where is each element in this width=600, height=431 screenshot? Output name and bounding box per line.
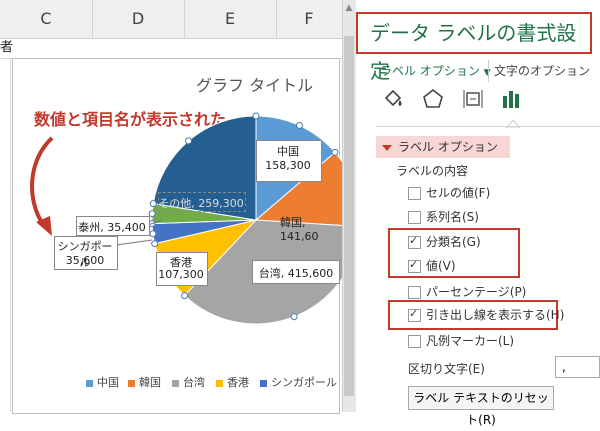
data-label-value: 107,300 [158, 268, 204, 281]
content-heading: ラベルの内容 [396, 164, 469, 178]
column-header-c[interactable]: C [0, 0, 93, 38]
legend-label: 香港 [227, 376, 249, 389]
data-label-value: 35,400 [107, 221, 146, 234]
selection-handle[interactable] [181, 292, 189, 300]
column-header-bar: C D E F [0, 0, 342, 39]
selection-handle[interactable] [184, 137, 192, 145]
legend-item[interactable]: シンガポール [260, 374, 337, 390]
data-label-value: 141,60 [280, 230, 319, 243]
selection-handle[interactable] [252, 112, 260, 120]
data-label-name: 韓国 [280, 216, 302, 229]
data-label-name: 泰州 [78, 221, 101, 234]
scroll-up-icon[interactable]: ▲ [345, 3, 353, 13]
legend-item[interactable]: 中国 [86, 374, 119, 390]
fill-line-icon[interactable] [380, 86, 406, 112]
option-label[interactable]: セルの値(F) [426, 186, 491, 200]
option-label[interactable]: 系列名(S) [426, 210, 479, 224]
data-label-box[interactable] [54, 236, 118, 270]
data-label-box[interactable] [76, 216, 150, 236]
legend-label: 韓国 [139, 376, 161, 389]
legend-label: 台湾 [183, 376, 205, 389]
legend-item[interactable]: 香港 [216, 374, 249, 390]
data-label-taizhou: 泰州, 35,400 [78, 221, 146, 234]
annotation-arrow [30, 136, 54, 228]
tab-label-options[interactable]: ラベル オプション ▼ [380, 62, 491, 79]
data-label-others: その他, 259,300 [158, 197, 244, 210]
column-header-e[interactable]: E [184, 0, 277, 38]
leader-line [115, 239, 153, 246]
legend-marker [86, 379, 93, 387]
selection-handle[interactable] [295, 122, 303, 130]
size-properties-icon[interactable] [460, 86, 486, 112]
checkbox-value[interactable] [408, 258, 421, 273]
section-header-label-options[interactable]: ラベル オプション [376, 136, 510, 158]
data-label-box[interactable] [156, 252, 208, 286]
row-gutter [0, 58, 11, 412]
highlight-box [388, 228, 520, 278]
data-label-korea[interactable]: 韓国, 141,60 [280, 216, 319, 243]
legend-marker [128, 379, 135, 387]
data-label-name: 香港 [170, 256, 192, 269]
selection-handle[interactable] [149, 200, 157, 208]
chart-title[interactable]: グラフ タイトル [196, 76, 314, 95]
annotation-text: 数値と項目名が表示された [34, 110, 227, 129]
data-label-taiwan: 台湾, 415,600 [258, 267, 334, 280]
option-label[interactable]: 分類名(G) [426, 235, 481, 249]
data-label-name: その他 [158, 197, 192, 210]
label-options-chart-icon[interactable] [498, 86, 524, 112]
panel-divider [376, 126, 600, 127]
data-label-value: 35,600 [65, 254, 105, 267]
data-label-box[interactable] [252, 260, 340, 284]
option-label[interactable]: 凡例マーカー(L) [426, 334, 515, 348]
separator-label: 区切り文字(E) [408, 362, 485, 376]
data-label-box[interactable] [256, 140, 322, 182]
column-header-d[interactable]: D [92, 0, 185, 38]
reset-label-text-button[interactable]: ラベル テキストのリセット(R) [408, 386, 554, 427]
section-title: ラベル オプション [398, 140, 498, 154]
format-panel [356, 0, 600, 412]
data-label-name: 台湾 [258, 267, 281, 280]
selection-handle[interactable] [148, 210, 156, 218]
option-label[interactable]: パーセンテージ(P) [426, 285, 527, 299]
legend-label: 中国 [97, 376, 119, 389]
collapse-icon [382, 144, 392, 151]
column-header-f[interactable]: F [304, 9, 314, 28]
selection-handle[interactable] [149, 230, 157, 238]
legend-label: シンガポール [271, 376, 337, 389]
legend-item[interactable]: 台湾 [172, 374, 205, 390]
tab-label: ラベル オプション [380, 64, 480, 78]
data-label-value: 415,600 [287, 267, 334, 280]
selection-handle[interactable] [331, 148, 339, 156]
tab-divider [488, 60, 489, 82]
checkbox-legend-key[interactable] [408, 335, 421, 348]
scrollbar-thumb[interactable] [344, 36, 354, 396]
checkbox-series-name[interactable] [408, 211, 421, 224]
checkbox-show-leader-lines[interactable] [408, 307, 421, 322]
tab-text-options[interactable]: 文字のオプション [494, 64, 591, 78]
checkbox-category-name[interactable] [408, 234, 421, 249]
legend-marker [216, 379, 223, 387]
legend-marker [260, 379, 267, 387]
checkbox-percentage[interactable] [408, 286, 421, 299]
highlight-box [388, 300, 558, 330]
data-label-value: 259,300 [198, 197, 244, 210]
data-label-box-selected[interactable] [158, 192, 246, 212]
chevron-down-icon: ▼ [484, 68, 491, 78]
leader-line [147, 219, 163, 226]
option-label[interactable]: 値(V) [426, 259, 456, 273]
data-label-value: 158,300 [265, 159, 311, 172]
option-label[interactable]: 引き出し線を表示する(H) [426, 308, 565, 322]
annotation-arrowhead [36, 216, 52, 236]
legend-item[interactable]: 韓国 [128, 374, 161, 390]
effects-pentagon-icon[interactable] [420, 86, 446, 112]
selection-handle[interactable] [290, 313, 298, 321]
data-label-name: シンガポール [57, 240, 113, 269]
selection-handle[interactable] [151, 240, 159, 248]
checkbox-cell-value[interactable] [408, 187, 421, 200]
data-label-name: 中国 [277, 145, 299, 158]
legend-marker [172, 379, 179, 387]
panel-title: データ ラベルの書式設定 [356, 12, 592, 83]
separator-select[interactable]: , [555, 356, 600, 378]
